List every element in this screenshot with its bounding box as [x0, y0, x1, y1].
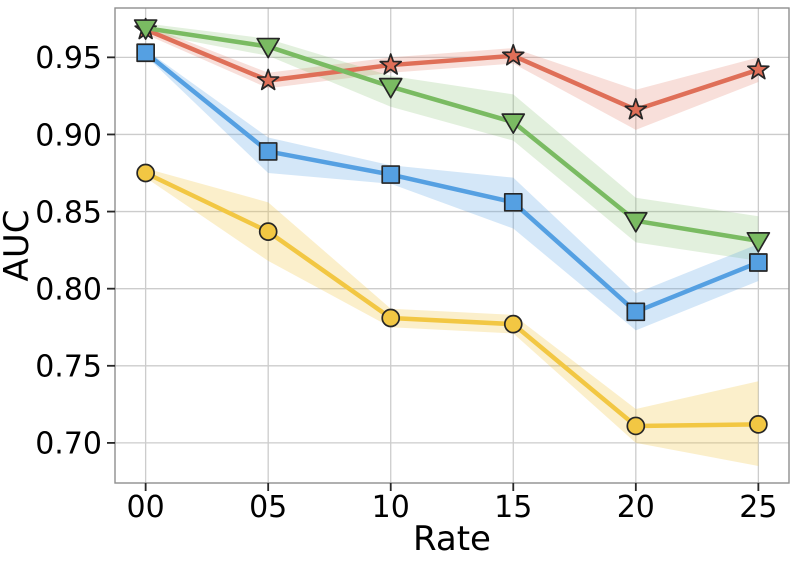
- y-tick-label: 0.70: [35, 427, 102, 462]
- square-marker: [136, 43, 155, 63]
- axis-tick-labels: 0.70 0.75 0.80 0.85 0.90 0.95 00 05 10 15 20 25: [35, 41, 777, 525]
- triangle-down-marker: [378, 77, 403, 99]
- square-marker: [626, 302, 646, 322]
- green-triangle-series-band: [145, 23, 759, 261]
- y-axis-label: AUC: [0, 210, 37, 282]
- triangle-down-marker: [501, 113, 526, 134]
- square-marker: [503, 192, 523, 212]
- y-tick-label: 0.80: [35, 272, 102, 307]
- yellow-circle-series-band: [145, 168, 759, 467]
- star-marker: [501, 43, 525, 66]
- y-tick-label: 0.75: [35, 350, 102, 385]
- star-marker: [624, 97, 648, 120]
- x-tick-label: 00: [127, 490, 165, 525]
- axis-tick-marks: [107, 56, 760, 491]
- red-star-series-band: [145, 24, 759, 130]
- square-marker: [381, 165, 401, 184]
- triangle-down-marker: [256, 37, 281, 59]
- confidence-bands: [145, 23, 759, 467]
- circle-marker: [626, 416, 646, 436]
- x-tick-label: 25: [739, 490, 777, 525]
- triangle-down-marker: [133, 19, 158, 40]
- x-axis-label: Rate: [413, 519, 491, 559]
- circle-marker: [136, 163, 155, 183]
- red-star-series: [134, 17, 770, 120]
- yellow-circle-series-line: [143, 170, 761, 429]
- triangle-down-marker: [623, 211, 648, 233]
- blue-square-series: [136, 43, 768, 322]
- red-star-series-line: [143, 27, 761, 113]
- x-tick-label: 20: [617, 490, 655, 525]
- yellow-circle-series: [136, 163, 768, 436]
- y-tick-label: 0.90: [35, 118, 102, 153]
- square-marker: [749, 253, 768, 272]
- circle-marker: [258, 222, 278, 241]
- blue-square-series-line: [143, 50, 761, 315]
- y-tick-label: 0.95: [35, 41, 102, 76]
- circle-marker: [749, 415, 768, 434]
- plot-border: [114, 7, 790, 484]
- x-tick-label: 10: [372, 490, 410, 525]
- x-tick-label: 05: [249, 490, 287, 525]
- triangle-down-marker: [746, 232, 771, 253]
- green-triangle-series: [133, 19, 771, 253]
- data-series: [133, 17, 771, 436]
- green-triangle-series-line: [143, 25, 761, 244]
- star-marker: [747, 57, 770, 80]
- x-tick-label: 15: [494, 490, 532, 525]
- star-marker: [256, 68, 280, 91]
- star-marker: [379, 53, 403, 75]
- circle-marker: [503, 314, 523, 334]
- y-tick-label: 0.85: [35, 195, 102, 230]
- square-marker: [258, 142, 278, 161]
- circle-marker: [381, 308, 401, 328]
